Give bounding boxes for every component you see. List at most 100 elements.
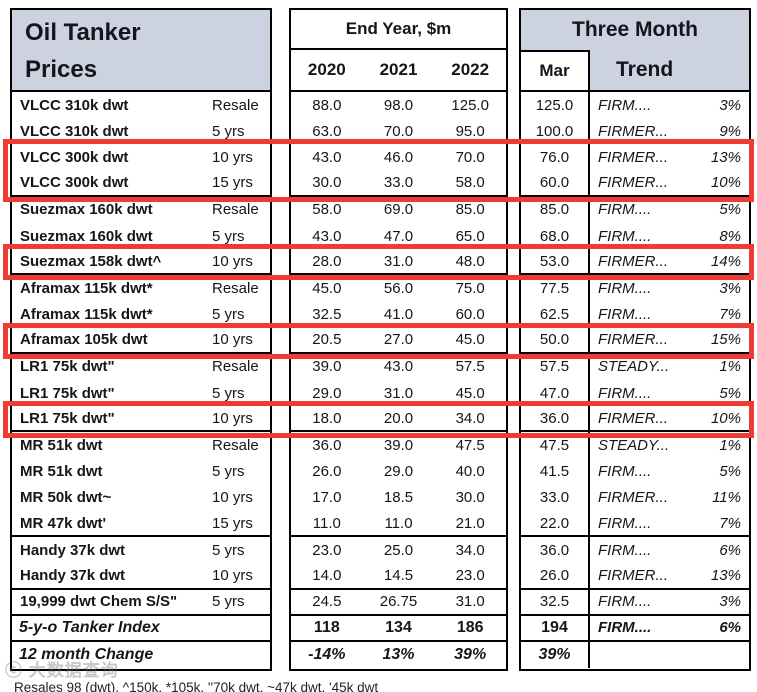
trend-direction: FIRM.... (598, 279, 652, 297)
price-2020: 43.0 (312, 227, 342, 245)
trend-percent: 10% (710, 174, 741, 192)
table-row: 36.0 39.0 47.5 (291, 432, 506, 458)
price-2022: 70.0 (455, 148, 485, 166)
vessel-age: 10 yrs (212, 252, 253, 270)
price-2020: 30.0 (312, 174, 342, 192)
trend-percent: 13% (710, 566, 741, 584)
price-2020: 11.0 (312, 514, 341, 532)
vessel-age: 5 yrs (212, 593, 245, 611)
price-2020: 26.0 (312, 463, 342, 481)
mar-price: 47.5 (521, 432, 590, 459)
mar-price: 22.0 (521, 511, 590, 536)
price-2021: 20.0 (383, 409, 414, 427)
trend-cell: FIRM.... 5% (590, 463, 749, 480)
price-2020: 36.0 (312, 437, 342, 455)
price-2022: 60.0 (455, 306, 485, 324)
price-2020: 39.0 (312, 358, 342, 376)
vessel-age: 15 yrs (212, 514, 253, 532)
trend-percent: 1% (719, 437, 741, 455)
table-row: VLCC 310k dwt Resale (12, 92, 270, 118)
trend-percent: 6% (719, 619, 741, 637)
price-2022: 186 (456, 618, 484, 636)
price-2022: 34.0 (455, 541, 485, 559)
trend-percent: 14% (710, 252, 741, 270)
price-2020: 14.0 (312, 566, 342, 584)
table-row: VLCC 300k dwt 10 yrs (12, 144, 270, 170)
table-row: Suezmax 160k dwt Resale (12, 197, 270, 223)
table-row: 62.5 FIRM.... 7% (521, 301, 749, 328)
price-2021: 18.5 (383, 489, 414, 507)
trend-column-header: Trend (616, 58, 674, 81)
vessel-name: MR 51k dwt (20, 463, 103, 481)
price-2021: 69.0 (383, 201, 414, 219)
table-row: Aframax 105k dwt 10 yrs (12, 328, 270, 354)
trend-direction: FIRM.... (598, 384, 652, 402)
vessel-name: Suezmax 158k dwt^ (20, 252, 162, 270)
trend-percent: 9% (719, 122, 741, 140)
vessel-name: VLCC 310k dwt (20, 122, 129, 140)
trend-direction: FIRMER... (598, 252, 668, 270)
table-row: 58.0 69.0 85.0 (291, 197, 506, 223)
table-row: 20.5 27.0 45.0 (291, 328, 506, 354)
price-2021: 33.0 (383, 174, 414, 192)
table-row: 12 month Change (12, 642, 270, 668)
price-2022: 45.0 (455, 384, 485, 402)
price-2020: 29.0 (312, 384, 342, 402)
table-row: 14.0 14.5 23.0 (291, 563, 506, 590)
table-row: 63.0 70.0 95.0 (291, 118, 506, 144)
vessel-age: 10 yrs (212, 148, 253, 166)
price-2022: 23.0 (455, 566, 485, 584)
trend-direction: FIRM.... (598, 463, 652, 481)
price-2022: 47.5 (455, 437, 485, 455)
trend-direction: FIRM.... (598, 593, 652, 611)
trend-percent: 1% (719, 358, 741, 376)
end-year-panel: End Year, $m 2020 2021 2022 88.0 98.0 125.… (289, 8, 508, 671)
price-2020: 43.0 (312, 148, 342, 166)
trend-cell: FIRM.... 7% (590, 515, 749, 532)
trend-percent: 3% (719, 279, 741, 297)
trend-cell: FIRMER... 9% (590, 123, 749, 140)
price-2022: 21.0 (455, 514, 485, 532)
table-row: 53.0 FIRMER... 14% (521, 249, 749, 276)
table-row: 43.0 47.0 65.0 (291, 223, 506, 249)
trend-direction: FIRM.... (598, 96, 652, 114)
trend-cell: FIRM.... 3% (590, 280, 749, 297)
mar-price: 62.5 (521, 301, 590, 328)
trend-cell: FIRM.... 3% (590, 593, 749, 610)
trend-cell: FIRMER... 10% (590, 410, 749, 427)
trend-cell: FIRM.... 6% (590, 619, 749, 636)
trend-direction: FIRMER... (598, 409, 668, 427)
left-header: Oil Tanker Prices (12, 10, 270, 92)
trend-direction: FIRMER... (598, 122, 668, 140)
trend-cell: FIRMER... 14% (590, 253, 749, 270)
page-title-line1: Oil Tanker (25, 19, 141, 46)
table-row: MR 51k dwt 5 yrs (12, 459, 270, 485)
table-row: 39.0 43.0 57.5 (291, 354, 506, 380)
three-month-panel: Three Month Mar Trend 125.0 FIRM.... 3% 100… (519, 8, 751, 671)
vessel-age: Resale (212, 96, 259, 114)
table-row: 100.0 FIRMER... 9% (521, 118, 749, 145)
three-month-subheader: Mar Trend (521, 50, 749, 90)
year-columns: 2020 2021 2022 (291, 50, 506, 92)
table-row: 41.5 FIRM.... 5% (521, 458, 749, 485)
vessel-panel: Oil Tanker Prices VLCC 310k dwt Resale VLC… (10, 8, 272, 671)
table-row: Handy 37k dwt 10 yrs (12, 563, 270, 590)
mar-price: 36.0 (521, 537, 590, 564)
mar-price: 41.5 (521, 458, 590, 485)
trend-percent: 11% (712, 489, 741, 507)
price-2020: 32.5 (312, 306, 342, 324)
trend-cell: STEADY... 1% (590, 437, 749, 454)
table-row: Aframax 115k dwt* 5 yrs (12, 302, 270, 328)
table-row: 47.5 STEADY... 1% (521, 432, 749, 459)
trend-direction: FIRMER... (598, 331, 668, 349)
table-row: 194 FIRM.... 6% (521, 615, 749, 642)
table-row: 36.0 FIRM.... 6% (521, 537, 749, 564)
price-2021: 134 (385, 618, 412, 636)
trend-cell: FIRM.... 5% (590, 385, 749, 402)
price-2020: 118 (313, 618, 340, 636)
table-row: Suezmax 160k dwt 5 yrs (12, 223, 270, 249)
price-2021: 13% (382, 646, 415, 664)
price-2020: 45.0 (312, 279, 342, 297)
trend-cell: FIRMER... 13% (590, 567, 749, 584)
